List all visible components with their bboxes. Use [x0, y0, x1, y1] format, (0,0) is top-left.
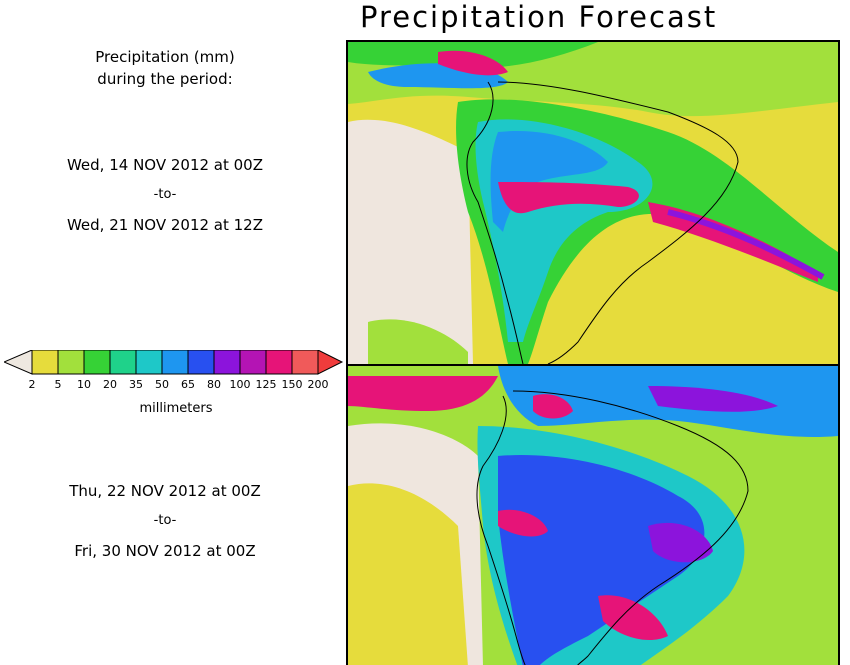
colorbar-under-arrow	[4, 350, 33, 375]
colorbar-swatch	[109, 350, 137, 375]
colorbar-tick-label: 50	[155, 378, 169, 391]
map2-coastline-west	[476, 395, 526, 665]
map-period1	[346, 40, 840, 366]
map2-continent-blue	[498, 455, 705, 665]
map1-dry-pacific	[348, 119, 473, 364]
colorbar-tick-label: 5	[55, 378, 62, 391]
colorbar-legend: 2 5 10 20 35 50 65 80 100 125 150 200 millimeters	[4, 350, 344, 416]
colorbar-over-arrow	[317, 350, 344, 375]
colorbar-swatch	[135, 350, 163, 375]
map2-north-purple	[648, 386, 778, 412]
map-period2-field	[348, 366, 838, 665]
colorbar-tick-label: 200	[308, 378, 329, 391]
colorbar-swatch	[265, 350, 293, 375]
map2-coastline-east	[512, 390, 749, 665]
colorbar-swatch	[187, 350, 215, 375]
colorbar-swatch	[161, 350, 189, 375]
map2-venezuela-max	[533, 394, 573, 419]
period1-block: Wed, 14 NOV 2012 at 00Z -to- Wed, 21 NOV…	[0, 150, 330, 240]
map1-blue-core	[490, 131, 608, 232]
period2-block: Thu, 22 NOV 2012 at 00Z -to- Fri, 30 NOV…	[0, 476, 330, 566]
period2-end: Fri, 30 NOV 2012 at 00Z	[74, 542, 256, 560]
chart-title: Precipitation Forecast	[360, 0, 718, 34]
map-period1-field	[348, 42, 838, 364]
colorbar-tick-label: 2	[29, 378, 36, 391]
colorbar-tick-label: 20	[103, 378, 117, 391]
colorbar-tick-label: 80	[207, 378, 221, 391]
colorbar-swatch	[213, 350, 241, 375]
period1-end: Wed, 21 NOV 2012 at 12Z	[66, 216, 264, 234]
period-header: Precipitation (mm) during the period:	[0, 46, 330, 90]
colorbar-tick-label: 100	[230, 378, 251, 391]
colorbar-swatch	[291, 350, 319, 375]
period1-separator: -to-	[153, 187, 177, 202]
map1-sacz-core	[667, 209, 825, 280]
map2-peru-max	[498, 509, 548, 537]
map1-itcz-max	[438, 50, 508, 76]
colorbar-tick-label: 65	[181, 378, 195, 391]
period1-start: Wed, 14 NOV 2012 at 00Z	[66, 156, 264, 174]
map2-yellow-pacific	[348, 483, 468, 665]
map1-south-green	[368, 319, 468, 364]
colorbar-swatch	[57, 350, 85, 375]
map2-south-max	[598, 595, 668, 641]
map1-red-band	[498, 182, 639, 214]
map2-itcz-red	[348, 376, 498, 411]
period2-start: Thu, 22 NOV 2012 at 00Z	[69, 482, 261, 500]
colorbar-tick-label: 35	[129, 378, 143, 391]
colorbar-swatch	[239, 350, 267, 375]
period2-separator: -to-	[153, 513, 177, 528]
colorbar-swatch	[31, 350, 59, 375]
colorbar-swatch	[83, 350, 111, 375]
colorbar-tick-label: 10	[77, 378, 91, 391]
map-period2	[346, 364, 840, 665]
colorbar-tick-label: 125	[256, 378, 277, 391]
colorbar-units: millimeters	[140, 401, 213, 416]
period-header-line2: during the period:	[97, 70, 233, 88]
map1-sacz-band	[648, 202, 818, 282]
map1-coastline-east	[497, 81, 739, 364]
colorbar-tick-label: 150	[282, 378, 303, 391]
period-header-line1: Precipitation (mm)	[95, 48, 235, 66]
map2-brazil-max	[648, 522, 713, 563]
map1-coastline-west	[466, 81, 524, 364]
